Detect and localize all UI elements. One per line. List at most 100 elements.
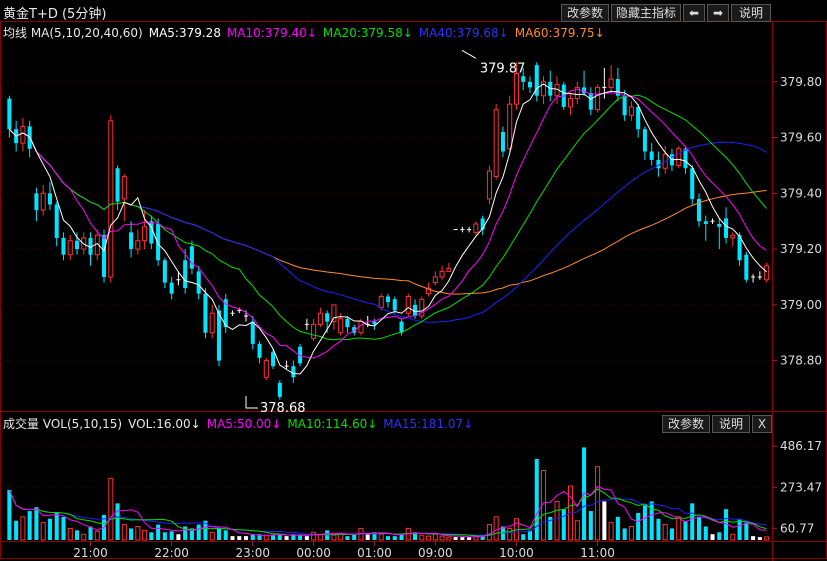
candle-body-down <box>622 95 627 116</box>
volume-bar-down <box>588 511 593 540</box>
volume-bar-down <box>744 522 749 540</box>
candle-body-down <box>399 321 404 333</box>
candle-body-up <box>493 109 499 178</box>
candle-body-up <box>317 312 323 325</box>
candle-body-down <box>521 76 526 82</box>
ma60-value: MA60:379.75↓ <box>514 26 605 40</box>
help-button[interactable]: 说明 <box>731 4 771 22</box>
volume-bar-down <box>156 524 161 540</box>
candle-body-up <box>568 98 574 108</box>
candle-body-down <box>582 87 587 93</box>
candle-body-down <box>690 168 695 199</box>
vol-params-button[interactable]: 改参数 <box>662 415 710 433</box>
candle-body-down <box>102 235 107 277</box>
volume-bar-down <box>169 531 174 540</box>
volume-bar-down <box>527 530 533 540</box>
volume-bar-down <box>696 516 702 540</box>
candle-body-down <box>683 148 688 169</box>
volume-bar-down <box>751 536 756 540</box>
volume-bar-down <box>392 536 397 540</box>
candle-body-up <box>67 240 73 256</box>
volume-bar-down <box>7 489 12 540</box>
vol-ma5-value: MA5:50.00↓ <box>206 417 282 431</box>
candle-body-down <box>298 346 303 364</box>
params-button[interactable]: 改参数 <box>561 4 609 22</box>
volume-bar-down <box>399 534 404 540</box>
candle-body-down <box>717 224 722 227</box>
volume-bar-down <box>656 518 661 540</box>
candle-body-up <box>439 270 445 278</box>
high-price-label: 379.87 <box>480 61 526 76</box>
candle-body-up <box>331 304 337 323</box>
volume-bar-down <box>636 513 641 540</box>
volume-bar-down <box>203 520 208 540</box>
hide-indicator-button[interactable]: 隐藏主指标 <box>611 4 681 22</box>
candle-body-up <box>730 234 736 239</box>
volume-bar-up <box>67 527 73 541</box>
time-tick-label: 11:00 <box>580 546 615 560</box>
volume-bar-up <box>378 533 384 541</box>
volume-bar-down <box>365 534 370 540</box>
candle-body-down <box>649 151 654 160</box>
vol-ma10-value: MA10:114.60↓ <box>287 417 378 431</box>
candle-body-down <box>636 106 641 130</box>
candle-body-up <box>108 120 114 278</box>
volume-bar-up <box>574 520 580 541</box>
candle-body-up <box>263 360 269 378</box>
ma5-value: MA5:379.28 <box>148 26 221 40</box>
volume-bar-down <box>54 513 59 540</box>
candle-body-down <box>149 221 154 244</box>
candle-body-down <box>385 296 391 303</box>
volume-legend: 成交量 VOL(5,10,15) VOL:16.00↓ MA5:50.00↓ MA10… <box>3 415 479 432</box>
volume-bar-up <box>263 534 269 541</box>
volume-bar-down <box>47 518 52 540</box>
candle-body-down <box>744 254 749 280</box>
volume-bar-down <box>413 532 418 540</box>
volume-bar-down <box>189 528 194 540</box>
volume-bar-down <box>602 501 607 540</box>
volume-bar-up <box>628 526 634 541</box>
vol-ma15-value: MA15:181.07↓ <box>383 417 474 431</box>
volume-tick-label: 60.77 <box>780 521 814 535</box>
ma20-line <box>9 94 767 341</box>
volume-bar-up <box>554 500 560 541</box>
volume-bar-down <box>14 520 19 540</box>
volume-bar-up <box>764 536 770 541</box>
scroll-left-icon[interactable]: ⬅ <box>683 4 705 22</box>
volume-bar-up <box>493 516 499 541</box>
candle-body-up <box>608 78 614 88</box>
candle-body-down <box>250 321 255 344</box>
vol-indicator-name: 成交量 VOL(5,10,15) <box>3 417 123 431</box>
volume-bar-down <box>183 526 188 540</box>
candle-body-down <box>7 98 12 130</box>
volume-bar-down <box>467 537 472 540</box>
time-tick-label: 23:00 <box>235 546 270 560</box>
instrument-title: 黄金T+D (5分钟) <box>3 7 107 22</box>
volume-bar-down <box>250 534 255 540</box>
volume-bar-down <box>548 516 553 540</box>
vol-help-button[interactable]: 说明 <box>712 415 750 433</box>
candle-body-down <box>413 304 418 316</box>
close-icon[interactable]: X <box>752 415 772 433</box>
time-tick-label: 01:00 <box>357 546 392 560</box>
volume-bar-up <box>419 534 425 541</box>
time-tick-label: 21:00 <box>73 546 108 560</box>
volume-bar-down <box>480 535 485 540</box>
volume-bar-up <box>135 526 141 541</box>
volume-bar-down <box>534 459 539 540</box>
scroll-right-icon[interactable]: ➡ <box>707 4 729 22</box>
ma5-line <box>9 83 767 375</box>
price-legend: 均线 MA(5,10,20,40,60) MA5:379.28 MA10:379.4… <box>3 24 611 41</box>
candle-body-down <box>588 92 593 110</box>
candle-body-down <box>129 232 134 250</box>
candle-body-up <box>540 81 547 97</box>
candle-body-down <box>169 282 174 294</box>
candle-body-down <box>724 218 729 238</box>
time-tick-label: 00:00 <box>296 546 331 560</box>
volume-bar-down <box>460 537 465 540</box>
volume-bar-down <box>223 530 228 540</box>
volume-bar-down <box>683 520 688 540</box>
volume-bar-down <box>724 509 729 540</box>
candle-body-up <box>513 72 519 105</box>
volume-bar-down <box>88 526 93 540</box>
